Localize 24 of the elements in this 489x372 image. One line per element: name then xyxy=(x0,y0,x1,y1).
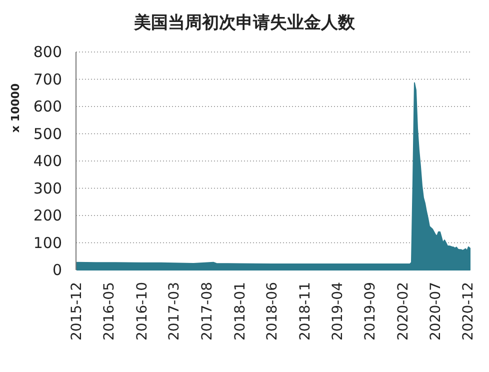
y-tick-label: 700 xyxy=(33,70,62,88)
y-tick-label: 100 xyxy=(33,234,62,252)
chart-title: 美国当周初次申请失业金人数 xyxy=(133,13,356,33)
y-tick-label: 300 xyxy=(33,179,62,198)
x-tick-label: 2020-12 xyxy=(460,282,477,340)
x-tick-label: 2016-05 xyxy=(102,282,118,340)
x-tick-label: 2020-02 xyxy=(395,282,412,340)
x-tick-label: 2020-07 xyxy=(428,282,444,340)
x-tick-label: 2018-06 xyxy=(264,282,281,340)
x-tick-label: 2016-10 xyxy=(134,282,150,340)
y-tick-label: 200 xyxy=(33,206,62,224)
x-tick-label: 2019-04 xyxy=(330,282,346,340)
x-tick-label: 2019-09 xyxy=(362,282,379,340)
x-tick-label: 2017-08 xyxy=(200,282,216,340)
y-axis-title: x 10000 xyxy=(9,83,22,133)
y-tick-label: 0 xyxy=(52,261,62,279)
x-tick-label: 2015-12 xyxy=(69,282,85,340)
x-tick-label: 2017-03 xyxy=(166,282,183,340)
y-tick-label: 600 xyxy=(33,98,62,116)
y-tick-label: 400 xyxy=(33,152,62,170)
x-tick-label: 2018-11 xyxy=(298,282,314,340)
y-tick-label: 800 xyxy=(33,43,62,61)
x-tick-label: 2018-01 xyxy=(232,282,248,340)
y-tick-label: 500 xyxy=(33,124,62,143)
